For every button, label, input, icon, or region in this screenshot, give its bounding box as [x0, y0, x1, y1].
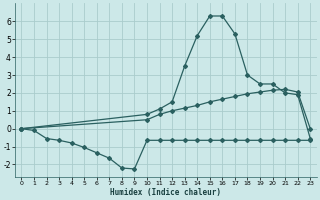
X-axis label: Humidex (Indice chaleur): Humidex (Indice chaleur)	[110, 188, 221, 197]
